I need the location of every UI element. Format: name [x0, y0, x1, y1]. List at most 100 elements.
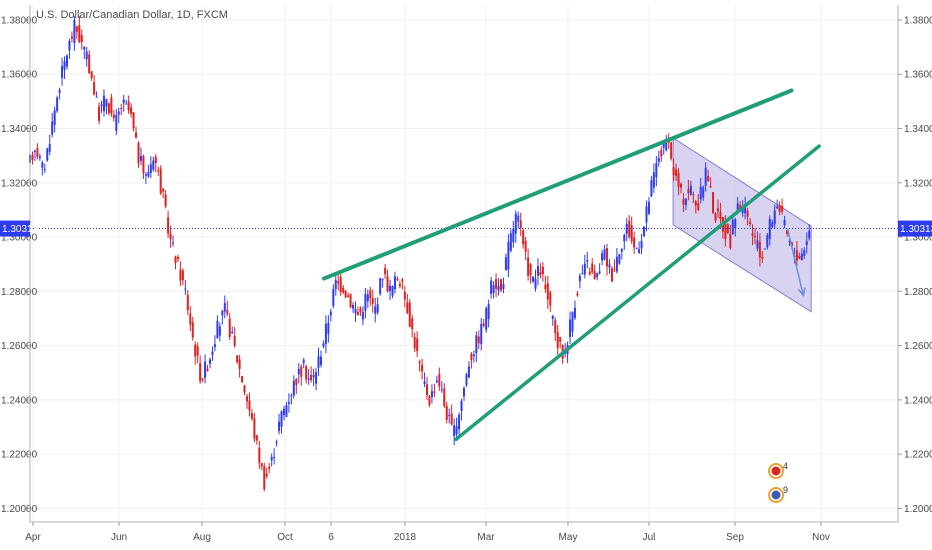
candle-body: [786, 230, 789, 234]
candle-body: [332, 289, 335, 306]
candle-body: [438, 373, 441, 387]
candle-body: [189, 313, 192, 325]
candle-body: [640, 240, 643, 249]
candle-body: [413, 336, 416, 349]
candle-body: [416, 338, 419, 351]
y-tick-label: 1.20000: [904, 504, 932, 515]
y-tick-label: 1.38000: [904, 15, 932, 26]
candle-body: [179, 269, 182, 281]
candle-body: [263, 466, 266, 490]
candle-body: [142, 155, 145, 174]
candle-body: [38, 156, 41, 159]
lower-trendline[interactable]: [454, 144, 821, 441]
candle-body: [317, 356, 320, 368]
candle-body: [768, 218, 771, 240]
candle-body: [445, 405, 448, 420]
candle-body: [68, 40, 71, 51]
x-tick-label: May: [559, 532, 578, 543]
candle-body: [154, 156, 157, 164]
candle-body: [209, 359, 212, 364]
candle-body: [470, 353, 473, 360]
candle-body: [623, 234, 626, 242]
candle-body: [366, 294, 369, 302]
candle-body: [125, 103, 128, 105]
candle-body: [650, 180, 653, 197]
y-tick-label-left: 1.26000: [1, 341, 38, 352]
candle-body: [435, 380, 438, 383]
candle-body: [132, 112, 135, 129]
candle-body: [490, 280, 493, 294]
candle-body: [324, 323, 327, 345]
candle-body: [290, 395, 293, 397]
candle-body: [549, 292, 552, 306]
candle-body: [576, 293, 579, 296]
event-badge[interactable]: 9: [768, 485, 788, 503]
candle-body: [297, 368, 300, 375]
candle-body: [487, 304, 490, 320]
candle-body: [763, 248, 766, 250]
candle-body: [652, 172, 655, 188]
candle-body: [70, 36, 73, 39]
candle-body: [630, 225, 633, 242]
candle-body: [319, 356, 322, 366]
candle-body: [329, 311, 332, 316]
candle-body: [36, 147, 39, 157]
candle-body: [712, 192, 715, 213]
x-tick-label: 2018: [394, 532, 417, 543]
candle-body: [105, 99, 108, 107]
candle-body: [95, 96, 98, 98]
candle-body: [495, 279, 498, 289]
candle-body: [805, 241, 808, 246]
candle-body: [702, 187, 705, 198]
candle-body: [78, 25, 81, 43]
x-tick-label: Mar: [477, 532, 495, 543]
candle-body: [88, 54, 91, 74]
candle-body: [80, 35, 83, 42]
candle-body: [655, 163, 658, 178]
candle-body: [783, 220, 786, 226]
candle-body: [778, 205, 781, 213]
price-tag-bg: [898, 220, 932, 237]
candle-body: [670, 142, 673, 159]
candle-body: [588, 271, 591, 274]
candle-body: [48, 144, 51, 152]
candle-body: [647, 201, 650, 214]
candle-body: [295, 378, 298, 385]
candle-body: [591, 263, 594, 273]
candle-body: [423, 381, 426, 385]
candle-body: [808, 230, 811, 239]
candle-body: [120, 108, 123, 110]
candle-body: [596, 273, 599, 278]
candle-body: [337, 281, 340, 284]
candle-body: [391, 286, 394, 296]
forecast-arrow[interactable]: [786, 228, 805, 296]
candle-body: [361, 311, 364, 320]
candle-body: [638, 249, 641, 254]
candle-body: [174, 256, 177, 263]
candle-body: [164, 194, 167, 207]
candle-body: [90, 71, 93, 78]
y-tick-label-left: 1.20000: [1, 504, 38, 515]
event-badge[interactable]: 4: [768, 461, 788, 479]
candle-body: [736, 203, 739, 212]
candle-body: [758, 241, 761, 258]
candle-body: [53, 110, 56, 125]
candle-body: [147, 172, 150, 177]
candle-body: [275, 441, 278, 444]
candle-body: [687, 189, 690, 193]
upper-trendline[interactable]: [321, 88, 794, 281]
candle-body: [426, 384, 429, 396]
candle-body: [608, 264, 611, 268]
candle-body: [613, 268, 616, 270]
candle-body: [241, 376, 244, 383]
candle-body: [739, 205, 742, 210]
candle-body: [307, 378, 310, 380]
x-tick-label: Sep: [726, 532, 744, 543]
candle-body: [206, 368, 209, 371]
candle-body: [33, 150, 36, 152]
y-tick-label: 1.28000: [904, 287, 932, 298]
candle-body: [112, 114, 115, 119]
candle-body: [398, 284, 401, 287]
